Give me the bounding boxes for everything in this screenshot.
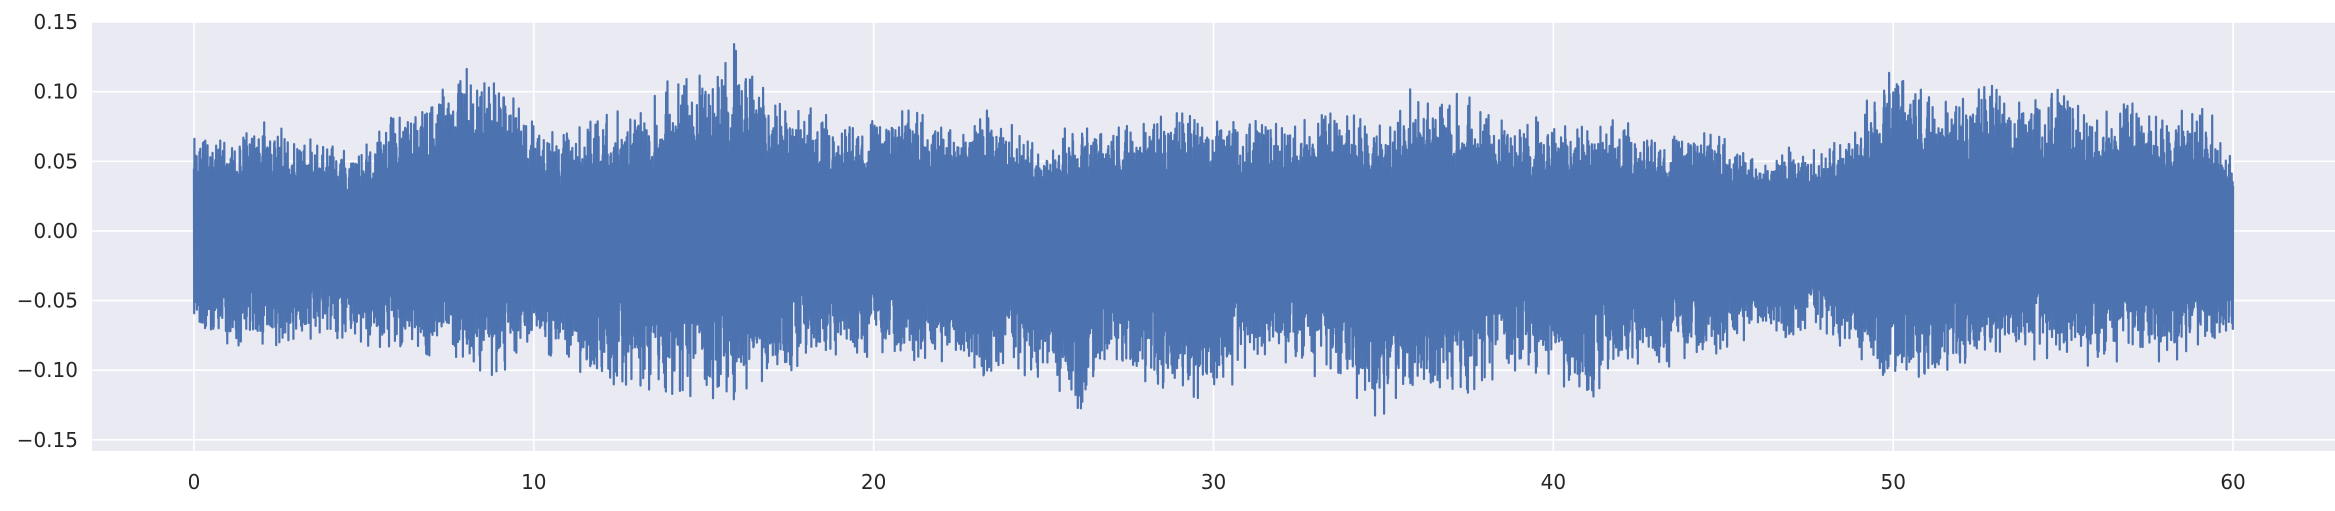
y-tick-label: 0.10 — [33, 80, 78, 104]
x-tick-label: 20 — [861, 470, 886, 494]
x-tick-label: 10 — [521, 470, 546, 494]
y-tick-label: 0.05 — [33, 149, 78, 173]
x-tick-label: 30 — [1201, 470, 1226, 494]
signal-series-line — [192, 42, 2235, 417]
x-tick-label: 50 — [1880, 470, 1905, 494]
series-layer — [192, 42, 2235, 417]
y-tick-label: −0.15 — [17, 428, 78, 452]
y-axis-ticks: −0.15 −0.10 −0.05 0.00 0.05 0.10 0.15 — [17, 10, 78, 452]
y-tick-label: 0.15 — [33, 10, 78, 34]
x-tick-label: 0 — [188, 470, 201, 494]
x-tick-label: 40 — [1541, 470, 1566, 494]
y-tick-label: −0.10 — [17, 358, 78, 382]
x-axis-ticks: 0 10 20 30 40 50 60 — [188, 470, 2246, 494]
y-tick-label: 0.00 — [33, 219, 78, 243]
y-tick-label: −0.05 — [17, 289, 78, 313]
x-tick-label: 60 — [2220, 470, 2245, 494]
